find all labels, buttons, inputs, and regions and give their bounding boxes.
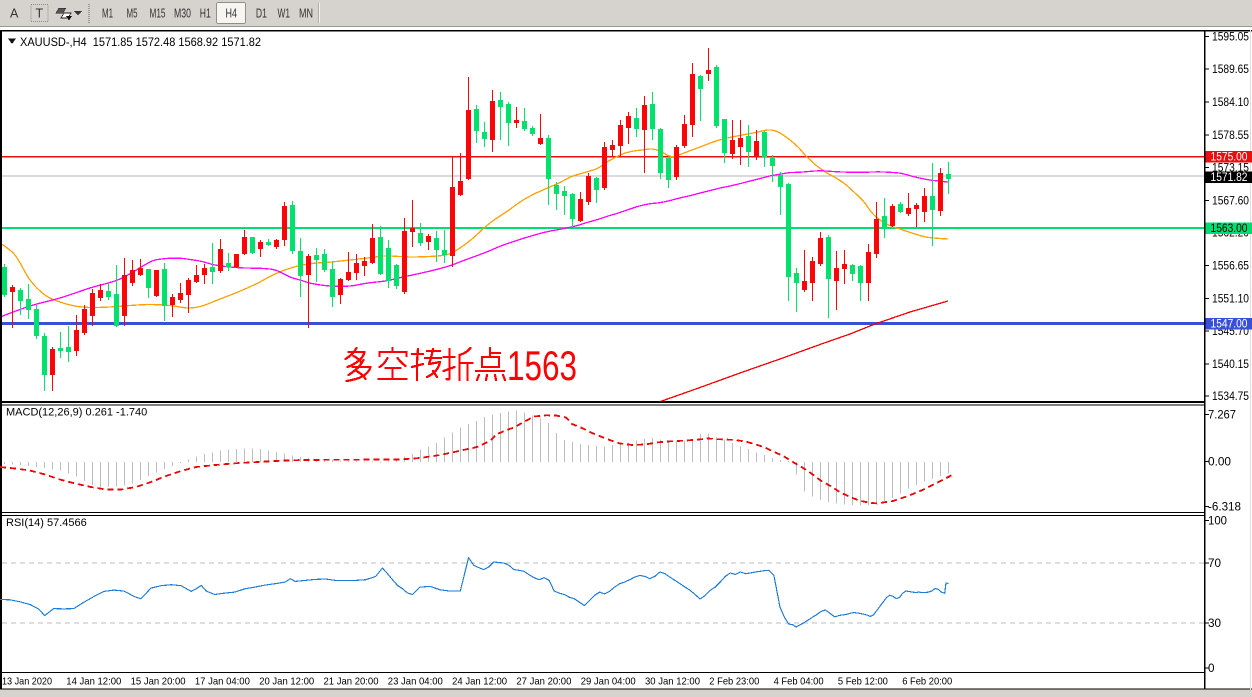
svg-text:21 Jan 20:00: 21 Jan 20:00 <box>324 676 379 688</box>
svg-text:14 Jan 12:00: 14 Jan 12:00 <box>66 676 121 688</box>
svg-text:M5: M5 <box>127 7 138 21</box>
svg-text:1584.10: 1584.10 <box>1212 97 1249 109</box>
svg-text:0.00: 0.00 <box>1208 457 1231 469</box>
svg-text:H4: H4 <box>226 7 238 21</box>
svg-text:1563.00: 1563.00 <box>1211 223 1248 235</box>
svg-text:W1: W1 <box>278 7 291 21</box>
svg-text:17 Jan 04:00: 17 Jan 04:00 <box>195 676 250 688</box>
svg-text:M30: M30 <box>174 7 191 21</box>
svg-text:13 Jan 2020: 13 Jan 2020 <box>2 676 52 688</box>
svg-text:6 Feb 20:00: 6 Feb 20:00 <box>902 676 952 688</box>
svg-text:T: T <box>36 7 44 21</box>
svg-text:M15: M15 <box>150 7 166 21</box>
svg-text:D1: D1 <box>256 7 267 21</box>
svg-text:15 Jan 20:00: 15 Jan 20:00 <box>131 676 186 688</box>
svg-text:1556.65: 1556.65 <box>1212 261 1249 273</box>
svg-text:27 Jan 20:00: 27 Jan 20:00 <box>516 676 571 688</box>
svg-text:1595.05: 1595.05 <box>1212 32 1249 44</box>
svg-text:1534.75: 1534.75 <box>1212 391 1249 403</box>
svg-text:1563: 1563 <box>507 342 577 389</box>
svg-text:70: 70 <box>1208 558 1221 570</box>
svg-text:2 Feb 23:00: 2 Feb 23:00 <box>709 676 759 688</box>
svg-text:24 Jan 12:00: 24 Jan 12:00 <box>452 676 507 688</box>
svg-text:1578.55: 1578.55 <box>1212 130 1249 142</box>
svg-text:A: A <box>10 7 19 21</box>
svg-text:1573.15: 1573.15 <box>1212 162 1249 174</box>
svg-text:23 Jan 04:00: 23 Jan 04:00 <box>388 676 443 688</box>
svg-text:1547.00: 1547.00 <box>1211 319 1248 331</box>
svg-text:7.267: 7.267 <box>1208 409 1236 421</box>
svg-text:30: 30 <box>1208 618 1221 630</box>
svg-text:MN: MN <box>299 7 313 21</box>
svg-text:1589.65: 1589.65 <box>1212 64 1249 76</box>
svg-text:RSI(14) 57.4566: RSI(14) 57.4566 <box>6 517 87 529</box>
svg-text:30 Jan 12:00: 30 Jan 12:00 <box>645 676 700 688</box>
svg-text:1571.82: 1571.82 <box>1211 172 1248 184</box>
svg-text:4 Feb 04:00: 4 Feb 04:00 <box>774 676 824 688</box>
svg-text:1567.60: 1567.60 <box>1212 195 1249 207</box>
svg-text:1575.00: 1575.00 <box>1211 152 1248 164</box>
svg-text:-6.318: -6.318 <box>1208 502 1241 514</box>
svg-text:1540.15: 1540.15 <box>1212 359 1249 371</box>
svg-text:1551.10: 1551.10 <box>1212 294 1249 306</box>
svg-text:XAUUSD-,H4 1571.85 1572.48 15: XAUUSD-,H4 1571.85 1572.48 1568.92 1571.… <box>20 35 261 49</box>
svg-text:29 Jan 04:00: 29 Jan 04:00 <box>581 676 636 688</box>
svg-text:5 Feb 12:00: 5 Feb 12:00 <box>838 676 888 688</box>
svg-text:0: 0 <box>1208 663 1215 675</box>
svg-text:20 Jan 12:00: 20 Jan 12:00 <box>259 676 314 688</box>
svg-text:M1: M1 <box>102 7 113 21</box>
svg-text:100: 100 <box>1208 515 1227 527</box>
svg-text:MACD(12,26,9) 0.261 -1.740: MACD(12,26,9) 0.261 -1.740 <box>6 407 147 419</box>
svg-text:H1: H1 <box>200 7 211 21</box>
